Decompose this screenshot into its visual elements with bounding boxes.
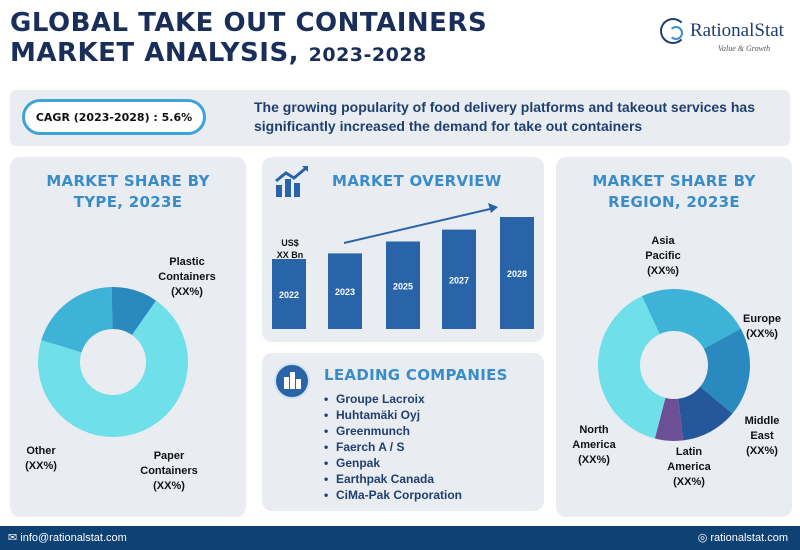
growth-chart-icon: [275, 166, 308, 197]
label-middle-east: Middle East (XX%): [732, 414, 792, 459]
logo-name: RationalStat: [690, 20, 784, 41]
footer-bar: ✉ info@rationalstat.com ◎ rationalstat.c…: [0, 526, 800, 550]
bar-2025: [386, 241, 420, 329]
region-slice-europe: [700, 328, 750, 414]
label-asia-line-1: Asia: [651, 235, 675, 247]
type-slice-plastic-containers: [38, 300, 188, 437]
label-plastic: Plastic Containers (XX%): [142, 255, 232, 300]
label-europe: Europe (XX%): [732, 312, 792, 342]
bar-label-2022: 2022: [279, 290, 299, 300]
label-latin-america: Latin America (XX%): [654, 445, 724, 490]
label-mea-line-3: (XX%): [746, 445, 778, 457]
trend-arrow-head-icon: [488, 203, 498, 213]
company-item: Faerch A / S: [324, 439, 462, 455]
title-line-2: MARKET ANALYSIS, 2023-2028: [10, 38, 487, 70]
type-panel-title: MARKET SHARE BY TYPE, 2023E: [10, 171, 246, 213]
overview-title: MARKET OVERVIEW: [332, 172, 502, 190]
label-na-line-2: America: [572, 439, 616, 451]
type-slice-paper-containers: [41, 287, 113, 353]
title-line-1: GLOBAL TAKE OUT CONTAINERS: [10, 8, 488, 38]
bar-2023: [328, 253, 362, 329]
logo-tagline: Value & Growth: [718, 44, 771, 53]
footer-website-link[interactable]: ◎ rationalstat.com: [697, 532, 788, 544]
page-title: GLOBAL TAKE OUT CONTAINERS MARKET ANALYS…: [10, 8, 487, 70]
label-north-america: North America (XX%): [562, 423, 626, 468]
banner-text: The growing popularity of food delivery …: [254, 99, 755, 134]
label-latam-line-2: America: [667, 461, 711, 473]
region-title-line-2: REGION, 2023E: [608, 193, 740, 211]
label-paper-line-2: Containers: [140, 465, 198, 477]
company-item: Earthpak Canada: [324, 471, 462, 487]
bar-2028: [500, 217, 534, 329]
label-other-line-2: (XX%): [25, 460, 57, 472]
region-slice-asia-pacific: [641, 289, 741, 349]
company-item: Huhtamäki Oyj: [324, 407, 462, 423]
label-mea-line-1: Middle: [744, 415, 780, 427]
companies-list: Groupe LacroixHuhtamäki OyjGreenmunchFae…: [324, 391, 462, 503]
label-plastic-line-2: Containers: [158, 271, 216, 283]
market-overview-panel: MARKET OVERVIEW US$ XX Bn 2022 2023 2025 20…: [262, 157, 544, 342]
company-item: CiMa-Pak Corporation: [324, 487, 462, 503]
title-line-2-text: MARKET ANALYSIS,: [10, 38, 300, 68]
cagr-banner: CAGR (2023-2028) : 5.6% The growing popu…: [10, 90, 790, 146]
label-plastic-line-1: Plastic: [169, 256, 205, 268]
bar-2027: [442, 229, 476, 329]
type-title-line-2: TYPE, 2023E: [73, 193, 183, 211]
bar-label-2023: 2023: [335, 287, 355, 297]
region-share-panel: MARKET SHARE BY REGION, 2023E Asia Pacif…: [556, 157, 792, 517]
label-paper-line-3: (XX%): [153, 480, 185, 492]
leading-companies-panel: LEADING COMPANIES Groupe LacroixHuhtamäk…: [262, 353, 544, 511]
region-slice-latin-america: [654, 397, 684, 441]
label-latam-line-1: Latin: [675, 446, 703, 458]
rationalstat-logo: RationalStat Value & Growth: [660, 14, 790, 54]
title-years: 2023-2028: [308, 44, 427, 66]
region-slice-middle-east: [678, 386, 733, 441]
bar-label-2025: 2025: [393, 281, 413, 291]
cagr-badge: CAGR (2023-2028) : 5.6%: [22, 99, 206, 135]
trend-arrow-line: [343, 208, 491, 244]
building-icon: [274, 363, 310, 399]
unit-line-1: US$: [281, 238, 299, 248]
label-other: Other (XX%): [16, 444, 66, 474]
overview-unit-label: US$ XX Bn: [266, 237, 314, 261]
logo-mark-icon: [660, 18, 686, 44]
label-asia-pacific: Asia Pacific (XX%): [628, 234, 698, 279]
company-item: Genpak: [324, 455, 462, 471]
region-donut-chart: [598, 289, 750, 441]
market-overview-bar-chart: 2022 2023 2025 2027 2028: [272, 203, 534, 329]
label-na-line-1: North: [579, 424, 609, 436]
label-paper: Paper Containers (XX%): [124, 449, 214, 494]
region-panel-title: MARKET SHARE BY REGION, 2023E: [556, 171, 792, 213]
label-plastic-line-3: (XX%): [171, 286, 203, 298]
label-latam-line-3: (XX%): [673, 476, 705, 488]
type-share-panel: MARKET SHARE BY TYPE, 2023E Plastic Cont…: [10, 157, 246, 517]
type-title-line-1: MARKET SHARE BY: [46, 172, 210, 190]
label-na-line-3: (XX%): [578, 454, 610, 466]
type-slice-other: [111, 287, 157, 335]
bar-2022: [272, 259, 306, 329]
region-slice-north-america: [598, 296, 666, 439]
unit-line-2: XX Bn: [276, 250, 304, 260]
label-paper-line-1: Paper: [153, 450, 185, 462]
label-other-line-1: Other: [26, 445, 56, 457]
company-item: Greenmunch: [324, 423, 462, 439]
companies-title: LEADING COMPANIES: [324, 366, 508, 384]
bar-label-2028: 2028: [507, 269, 527, 279]
region-title-line-1: MARKET SHARE BY: [592, 172, 756, 190]
company-item: Groupe Lacroix: [324, 391, 462, 407]
label-asia-line-3: (XX%): [647, 265, 679, 277]
label-mea-line-2: East: [750, 430, 774, 442]
type-donut-chart: [38, 287, 188, 437]
label-europe-line-2: (XX%): [746, 328, 778, 340]
bar-label-2027: 2027: [449, 275, 469, 285]
label-europe-line-1: Europe: [743, 313, 781, 325]
footer-email-link[interactable]: ✉ info@rationalstat.com: [8, 532, 127, 544]
label-asia-line-2: Pacific: [645, 250, 681, 262]
